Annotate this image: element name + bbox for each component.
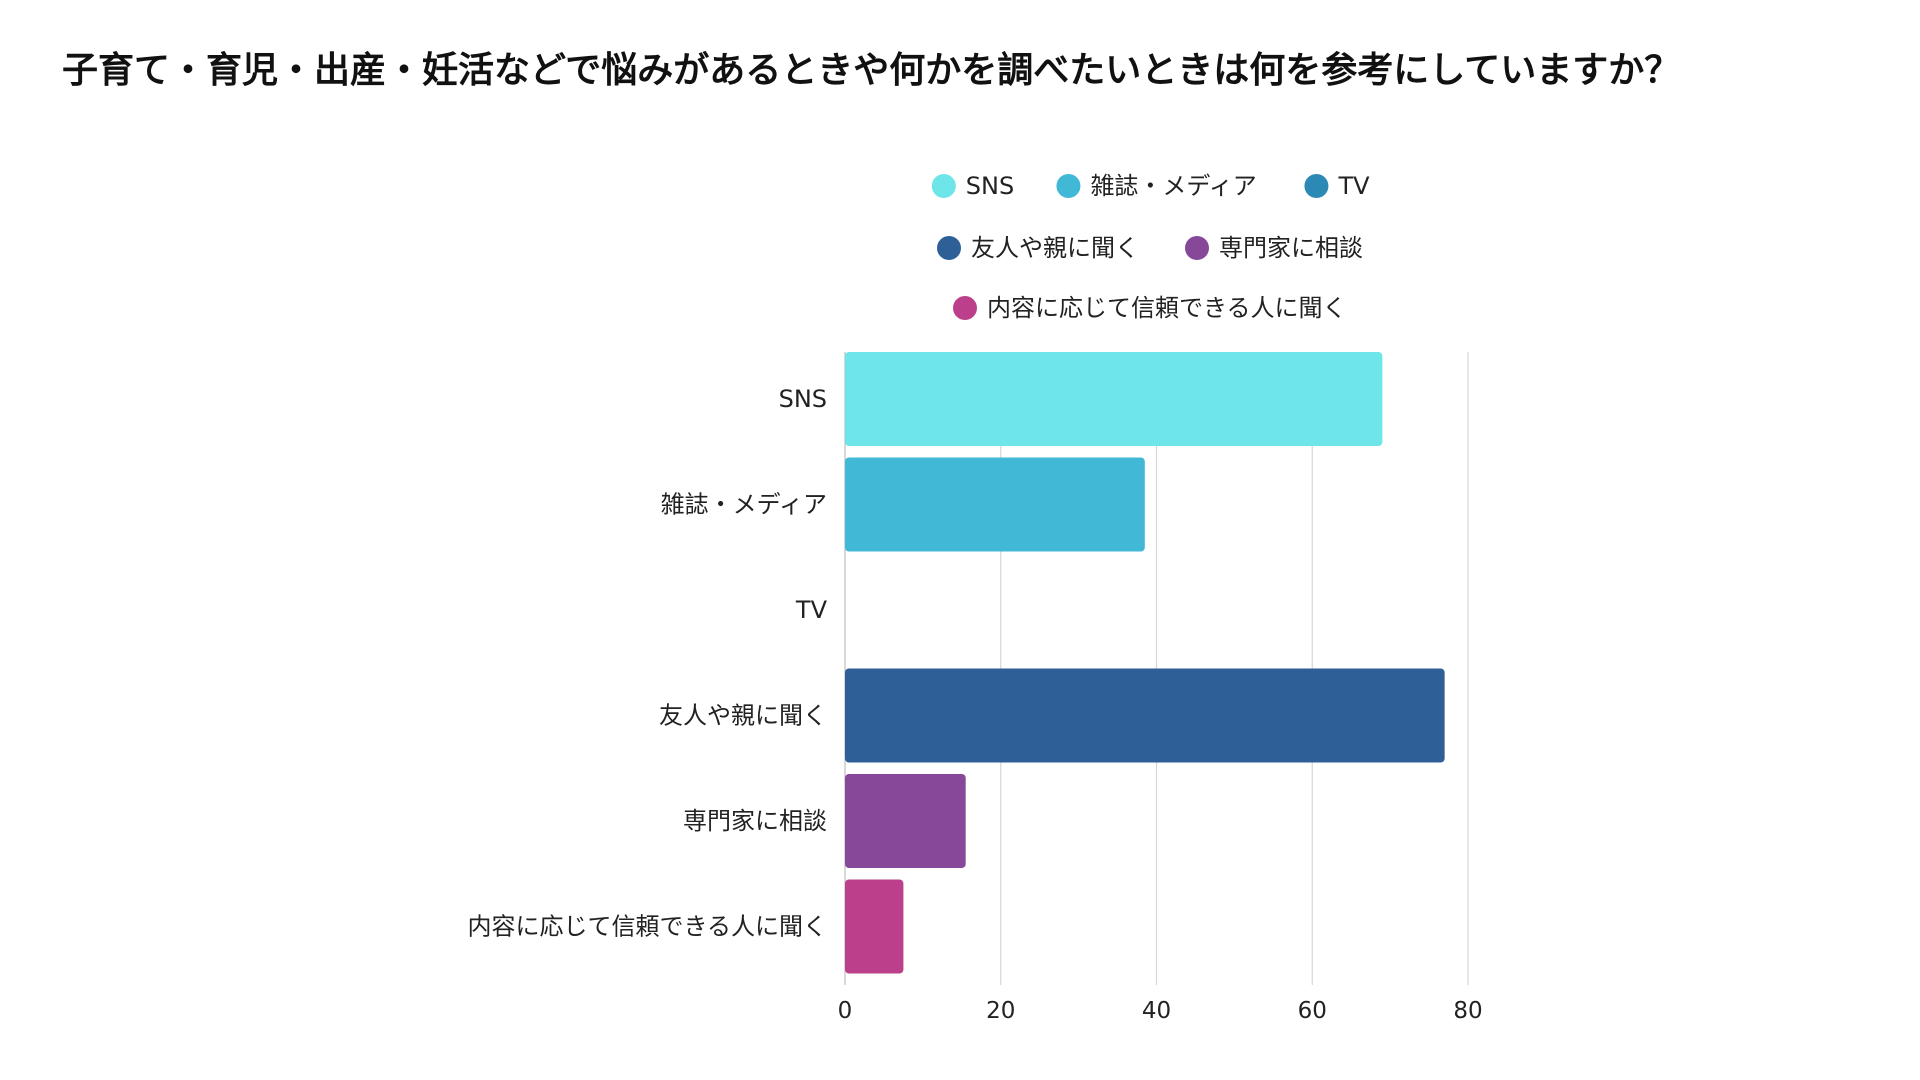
category-label-0: SNS [779, 385, 827, 413]
chart-title: 子育て・育児・出産・妊活などで悩みがあるときや何かを調べたいときは何を参考にして… [62, 50, 1680, 91]
legend-label-5: 内容に応じて信頼できる人に聞く [987, 294, 1347, 322]
bar-1 [845, 457, 1145, 552]
category-label-5: 内容に応じて信頼できる人に聞く [467, 913, 827, 941]
x-tick-label-0: 0 [838, 998, 853, 1024]
category-label-3: 友人や親に聞く [659, 702, 827, 730]
category-label-2: TV [795, 596, 828, 624]
x-tick-label-80: 80 [1453, 998, 1482, 1024]
legend-label-4: 専門家に相談 [1219, 234, 1363, 262]
bar-4 [845, 774, 966, 868]
bar-3 [845, 668, 1445, 763]
bar-5 [845, 879, 904, 974]
legend-swatch-1 [1056, 174, 1081, 198]
legend-swatch-2 [1304, 174, 1329, 198]
legend-label-2: TV [1337, 172, 1370, 200]
category-label-4: 専門家に相談 [683, 807, 827, 835]
legend-swatch-3 [937, 236, 961, 260]
bar-0 [845, 352, 1383, 446]
legend-label-3: 友人や親に聞く [971, 234, 1139, 262]
legend-swatch-4 [1185, 236, 1209, 260]
x-tick-label-40: 40 [1142, 998, 1171, 1024]
legend-label-0: SNS [966, 172, 1014, 200]
category-label-1: 雑誌・メディア [661, 491, 827, 519]
x-tick-label-60: 60 [1298, 998, 1327, 1024]
x-tick-label-20: 20 [986, 998, 1015, 1024]
legend-label-1: 雑誌・メディア [1090, 172, 1256, 200]
legend-swatch-0 [931, 174, 956, 198]
legend-swatch-5 [953, 296, 977, 320]
